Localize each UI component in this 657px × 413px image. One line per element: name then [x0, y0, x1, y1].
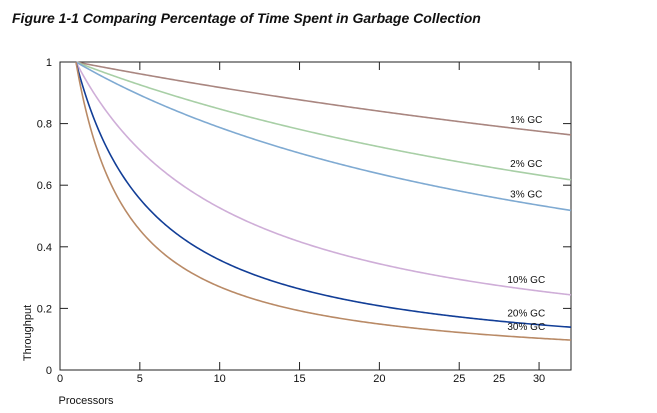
x-tick-label: 0 [57, 373, 63, 385]
series-line-1-pct-gc [75, 61, 572, 136]
series-line-10-pct-gc [75, 61, 572, 296]
x-tick-label: 10 [214, 373, 226, 385]
y-tick-label: 0.8 [37, 119, 52, 131]
x-tick-label: 20 [373, 373, 385, 385]
series-label: 2% GC [510, 159, 542, 170]
figure-title: Figure 1-1 Comparing Percentage of Time … [12, 10, 481, 26]
series-line-30-pct-gc [75, 61, 572, 341]
y-tick-label: 0 [46, 365, 52, 377]
x-tick-label: 30 [533, 373, 545, 385]
y-tick-label: 0.4 [37, 242, 52, 254]
x-axis-title: Processors [58, 395, 114, 407]
series-label: 1% GC [510, 115, 542, 126]
y-tick-label: 1 [46, 57, 52, 69]
series-line-20-pct-gc [75, 61, 572, 329]
series-label: 3% GC [510, 189, 542, 200]
x-tick-label: 15 [293, 373, 305, 385]
x-tick-label: 25 [453, 373, 465, 385]
y-tick-label: 0.2 [37, 303, 52, 315]
y-axis-title: Throughput [22, 305, 34, 361]
series-line-3-pct-gc [75, 61, 572, 212]
series-line-2-pct-gc [75, 61, 572, 181]
series-label: 20% GC [507, 309, 545, 320]
series-label: 10% GC [507, 275, 545, 286]
plot-frame [59, 61, 572, 371]
x-tick-label: 25 [493, 373, 505, 385]
y-tick-label: 0.6 [37, 180, 52, 192]
x-tick-label: 5 [137, 373, 143, 385]
series-label: 30% GC [507, 322, 545, 333]
